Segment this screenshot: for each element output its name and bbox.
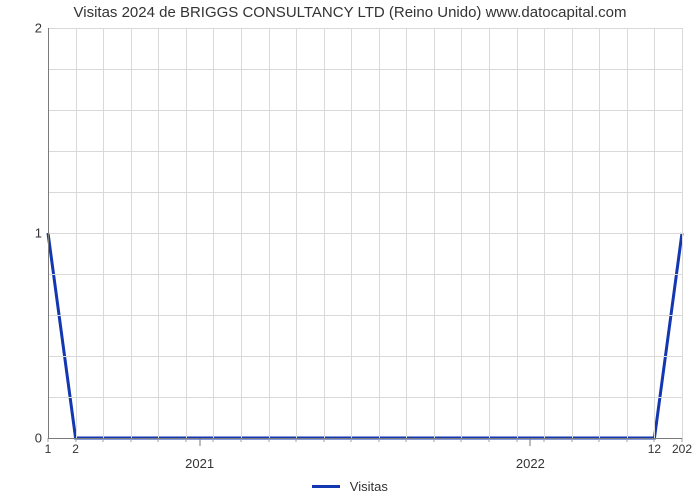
y-minor-gridline — [48, 397, 682, 398]
chart-container: Visitas 2024 de BRIGGS CONSULTANCY LTD (… — [0, 0, 700, 500]
legend-label: Visitas — [350, 479, 388, 494]
y-tick-label: 2 — [35, 21, 48, 36]
y-minor-gridline — [48, 192, 682, 193]
x-gridline — [241, 28, 242, 438]
x-gridline — [489, 28, 490, 438]
x-gridline — [572, 28, 573, 438]
y-minor-gridline — [48, 110, 682, 111]
legend: Visitas — [0, 478, 700, 494]
x-end-label: 202 — [672, 438, 692, 456]
y-minor-gridline — [48, 151, 682, 152]
x-gridline — [324, 28, 325, 438]
y-gridline — [48, 28, 682, 29]
x-gridline — [517, 28, 518, 438]
x-gridline — [544, 28, 545, 438]
x-gridline — [627, 28, 628, 438]
x-gridline — [599, 28, 600, 438]
x-gridline — [296, 28, 297, 438]
chart-title: Visitas 2024 de BRIGGS CONSULTANCY LTD (… — [0, 4, 700, 21]
series-line — [48, 233, 682, 438]
x-gridline — [461, 28, 462, 438]
x-end-label: 2 — [72, 438, 79, 456]
x-gridline — [76, 28, 77, 438]
plot-area: 012202120221212202 — [48, 28, 682, 438]
x-gridline — [434, 28, 435, 438]
x-end-label: 1 — [45, 438, 52, 456]
x-gridline — [103, 28, 104, 438]
x-gridline — [682, 28, 683, 438]
y-minor-gridline — [48, 274, 682, 275]
x-gridline — [406, 28, 407, 438]
x-gridline — [654, 28, 655, 438]
x-gridline — [379, 28, 380, 438]
y-tick-label: 1 — [35, 226, 48, 241]
x-gridline — [269, 28, 270, 438]
x-gridline — [351, 28, 352, 438]
x-gridline — [131, 28, 132, 438]
x-end-label: 12 — [648, 438, 661, 456]
y-gridline — [48, 233, 682, 234]
x-gridline — [186, 28, 187, 438]
x-gridline — [213, 28, 214, 438]
y-minor-gridline — [48, 315, 682, 316]
y-minor-gridline — [48, 69, 682, 70]
legend-swatch — [312, 485, 340, 488]
x-major-label: 2021 — [185, 438, 214, 471]
y-minor-gridline — [48, 356, 682, 357]
y-axis-line — [48, 28, 49, 438]
x-major-label: 2022 — [516, 438, 545, 471]
x-axis-line — [48, 438, 682, 439]
x-gridline — [158, 28, 159, 438]
